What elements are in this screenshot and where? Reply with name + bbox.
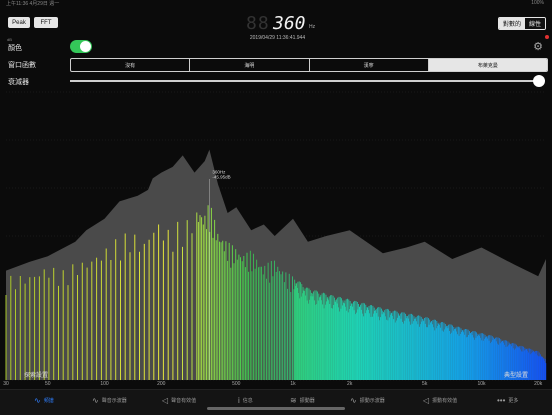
color-toggle[interactable] xyxy=(70,40,92,53)
tab-sound-oscilloscope[interactable]: ∿ 聲音示波器 xyxy=(92,395,127,405)
frequency-unit: Hz xyxy=(309,24,316,30)
tab-info[interactable]: i 信息 xyxy=(238,395,253,405)
fft-button[interactable]: FFT xyxy=(34,17,58,28)
scale-toggle: 對數的 線性 xyxy=(497,17,546,30)
tab-more[interactable]: ••• 更多 xyxy=(497,395,518,405)
frequency-value: 360 xyxy=(273,13,306,34)
vibration-wave-icon: ∿ xyxy=(350,395,357,405)
attenuator-slider-track[interactable] xyxy=(70,80,540,82)
window-option-hamming[interactable]: 海明 xyxy=(190,59,310,71)
timestamp: 2019/04/29 11:36:41.944 xyxy=(249,35,306,41)
x-tick-label: 1k xyxy=(290,381,296,387)
spectrum-plot: 30 50 100 200 500 1k 2k 5k 10k 20k 360Hz-45.95dB xyxy=(3,91,547,387)
tab-label: 聲音有效值 xyxy=(171,397,197,404)
x-tick-label: 500 xyxy=(232,381,241,387)
tab-sound-rms[interactable]: ◁ 聲音有效值 xyxy=(162,395,196,405)
window-function-selector: 沒有 海明 漢寧 布萊克曼 xyxy=(70,58,548,72)
vibration-speaker-icon: ◁ xyxy=(423,395,430,405)
frequency-ghost-digits: 88 xyxy=(246,13,270,34)
peak-level-label: -45.95dB xyxy=(212,174,230,179)
color-label: 顏色 xyxy=(8,45,22,52)
peak-frequency-label: 360Hz xyxy=(212,169,226,174)
spectrum-icon: ∿ xyxy=(34,395,41,405)
tab-vibration-rms[interactable]: ◁ 振動有效值 xyxy=(423,395,457,405)
info-icon: i xyxy=(238,395,240,405)
status-bar: 上午11:36 4月29日 週一 100% xyxy=(0,0,552,8)
waveform-icon: ∿ xyxy=(92,395,99,405)
window-option-blackman[interactable]: 布萊克曼 xyxy=(428,59,547,71)
frequency-readout: 88 360 Hz xyxy=(246,13,316,34)
status-time: 上午11:36 4月29日 週一 xyxy=(6,1,60,7)
db-axis-label: dB xyxy=(7,37,12,42)
x-tick-label: 30 xyxy=(3,381,9,387)
x-tick-label: 20k xyxy=(534,381,543,387)
explore-settings-button[interactable]: 探索設置 xyxy=(24,373,49,379)
typical-settings-button[interactable]: 典型設置 xyxy=(504,373,529,379)
x-tick-label: 5k xyxy=(422,381,428,387)
gear-icon[interactable]: ⚙ xyxy=(533,41,543,53)
more-icon: ••• xyxy=(497,395,506,405)
x-tick-label: 10k xyxy=(477,381,486,387)
window-option-none[interactable]: 沒有 xyxy=(71,59,191,71)
tab-vibration-oscilloscope[interactable]: ∿ 振動示波器 xyxy=(350,395,385,405)
window-option-hanning[interactable]: 漢寧 xyxy=(310,59,429,71)
status-battery: 100% xyxy=(531,0,544,6)
linear-scale-option[interactable]: 線性 xyxy=(524,18,545,29)
record-indicator xyxy=(545,35,549,39)
toggle-knob xyxy=(80,41,91,52)
vibration-icon: ≋ xyxy=(290,395,297,405)
tab-label: 頻譜 xyxy=(43,397,54,404)
tab-bar: ∿ 頻譜 ∿ 聲音示波器 ◁ 聲音有效值 i 信息 ≋ 振動器 ∿ 振動示波器 … xyxy=(0,389,552,415)
speaker-icon: ◁ xyxy=(162,395,169,405)
tab-label: 振動器 xyxy=(299,397,315,404)
window-function-label: 窗口函數 xyxy=(8,62,36,69)
peak-button[interactable]: Peak xyxy=(8,17,30,28)
log-scale-option[interactable]: 對數的 xyxy=(498,18,525,29)
tab-label: 聲音示波器 xyxy=(101,397,127,404)
attenuator-slider-knob[interactable] xyxy=(533,75,545,87)
tab-vibration[interactable]: ≋ 振動器 xyxy=(290,395,315,405)
x-tick-label: 2k xyxy=(347,381,353,387)
tab-spectrum[interactable]: ∿ 頻譜 xyxy=(34,395,54,405)
x-tick-label: 100 xyxy=(100,381,109,387)
x-tick-label: 200 xyxy=(157,381,166,387)
tab-label: 振動示波器 xyxy=(359,397,385,404)
tab-label: 更多 xyxy=(508,397,519,404)
attenuator-label: 衰減器 xyxy=(8,79,29,86)
home-indicator xyxy=(207,407,345,410)
tab-label: 信息 xyxy=(242,397,253,404)
tab-label: 振動有效值 xyxy=(432,397,458,404)
x-tick-label: 50 xyxy=(45,381,51,387)
